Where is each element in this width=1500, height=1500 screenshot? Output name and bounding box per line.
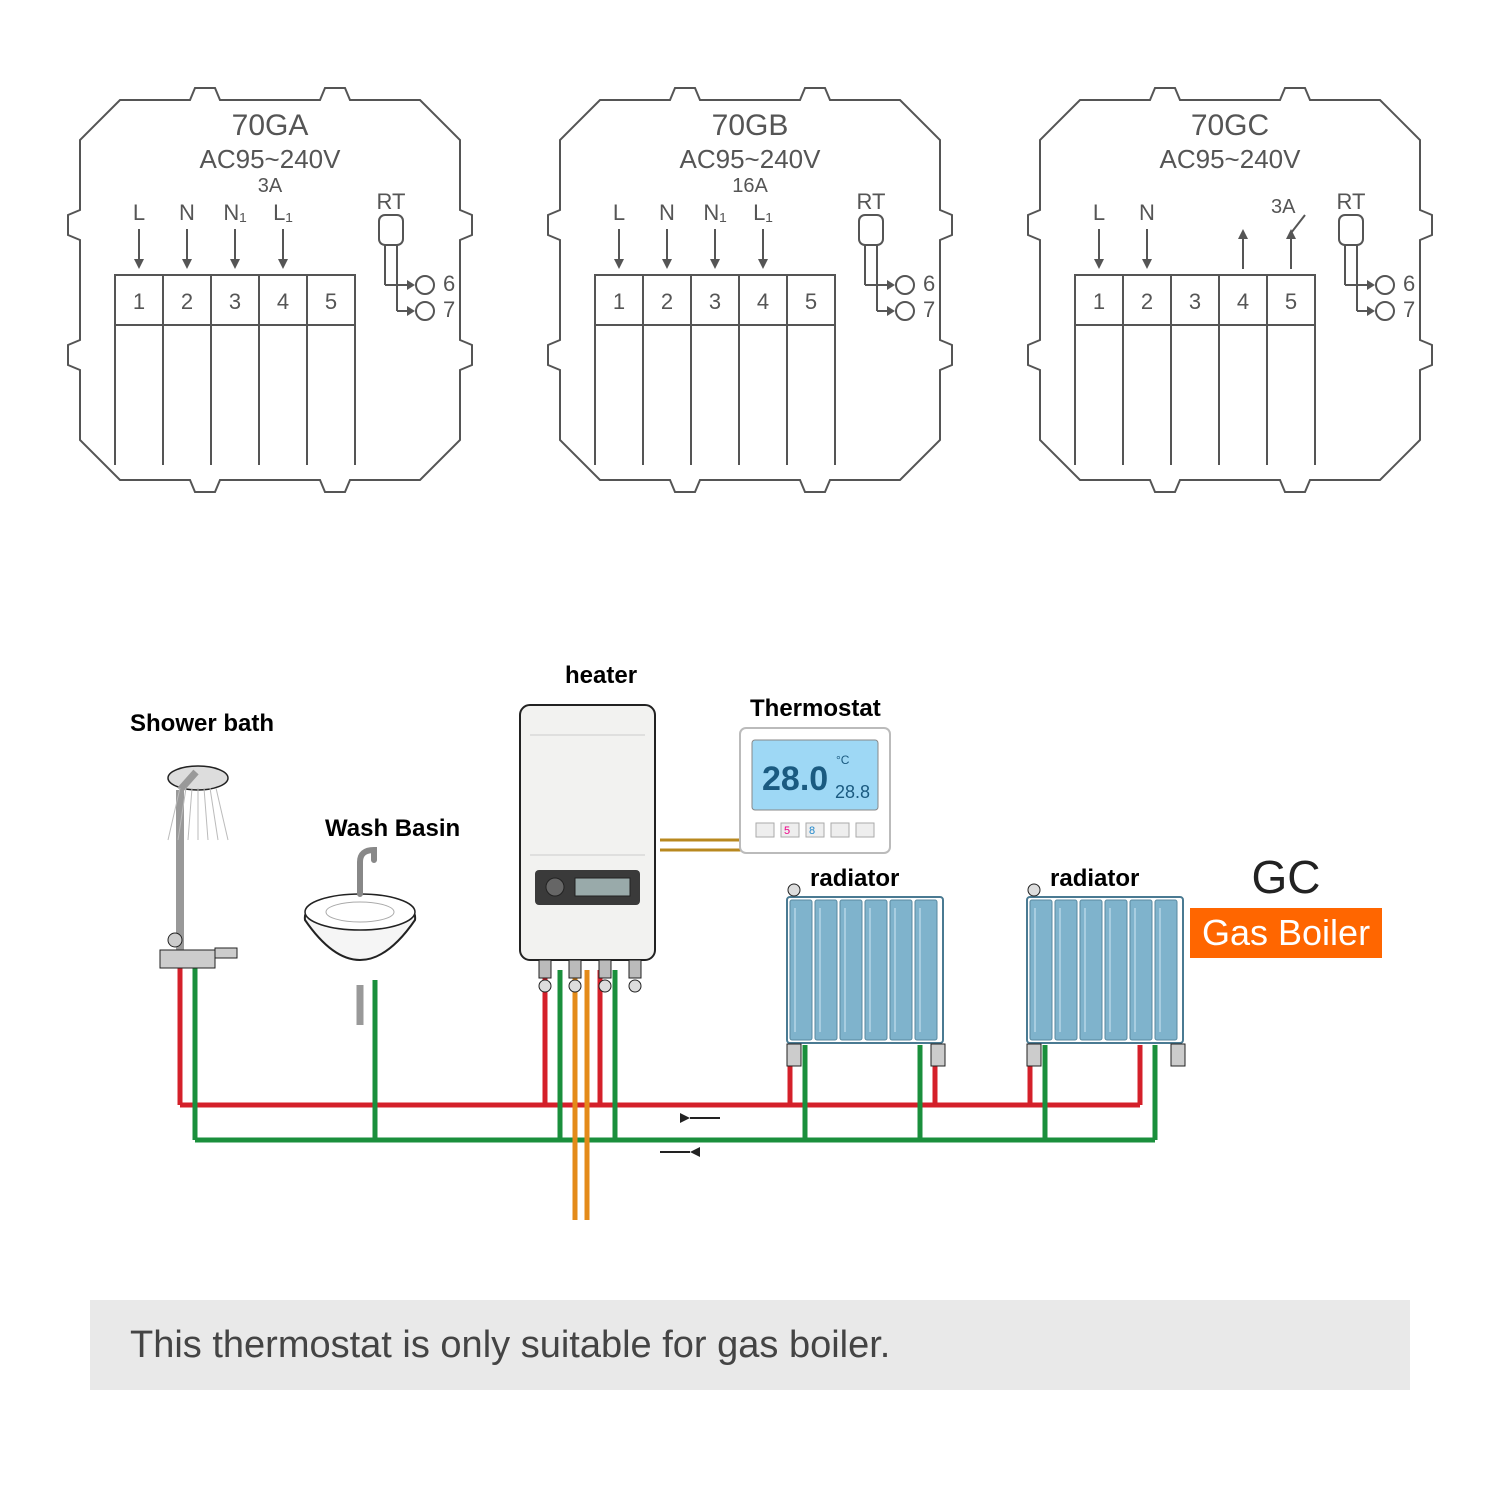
- svg-text:L₁: L₁: [273, 200, 293, 225]
- svg-text:RT: RT: [1337, 189, 1366, 214]
- svg-text:AC95~240V: AC95~240V: [680, 144, 822, 174]
- svg-text:28.8: 28.8: [835, 782, 870, 802]
- wiring-module-ga: 70GAAC95~240V3A 1 2 3 4 5 L N N₁ L₁ RT 67: [60, 80, 480, 500]
- wiring-modules-row: 70GAAC95~240V3A12345LNN₁L₁RT67 70GBAC95~…: [0, 80, 1500, 530]
- wiring-module-svg: 70GAAC95~240V3A 1 2 3 4 5 L N N₁ L₁ RT 67: [60, 80, 480, 500]
- svg-text:°C: °C: [836, 753, 850, 767]
- svg-text:5: 5: [805, 289, 817, 314]
- svg-text:2: 2: [1141, 289, 1153, 314]
- svg-text:3: 3: [709, 289, 721, 314]
- svg-text:3A: 3A: [258, 175, 283, 197]
- label-thermostat: Thermostat: [750, 695, 881, 723]
- gc-badge-label: Gas Boiler: [1190, 908, 1382, 958]
- svg-text:1: 1: [613, 289, 625, 314]
- label-basin: Wash Basin: [325, 815, 460, 843]
- svg-text:16A: 16A: [732, 175, 768, 197]
- svg-text:6: 6: [1403, 271, 1415, 296]
- svg-text:AC95~240V: AC95~240V: [200, 144, 342, 174]
- wiring-module-svg: 70GCAC95~240V 1 2 3 4 5 L N 3A RT 67: [1020, 80, 1440, 500]
- svg-text:RT: RT: [377, 189, 406, 214]
- label-shower: Shower bath: [130, 710, 274, 738]
- svg-text:L: L: [1093, 200, 1105, 225]
- svg-text:N₁: N₁: [703, 200, 726, 225]
- label-radiator-2: radiator: [1050, 865, 1139, 893]
- svg-text:2: 2: [181, 289, 193, 314]
- svg-text:N: N: [659, 200, 675, 225]
- svg-text:7: 7: [1403, 297, 1415, 322]
- svg-text:4: 4: [1237, 289, 1249, 314]
- svg-text:N: N: [179, 200, 195, 225]
- svg-text:3A: 3A: [1271, 196, 1296, 218]
- svg-text:L: L: [133, 200, 145, 225]
- system-diagram: 28.028.8°C58 Shower bath Wash Basin heat…: [90, 680, 1410, 1240]
- svg-text:8: 8: [809, 825, 815, 837]
- svg-text:AC95~240V: AC95~240V: [1160, 144, 1302, 174]
- svg-text:5: 5: [784, 825, 790, 837]
- svg-text:N: N: [1139, 200, 1155, 225]
- svg-text:RT: RT: [857, 189, 886, 214]
- wiring-module-svg: 70GBAC95~240V16A 1 2 3 4 5 L N N₁ L₁ RT 67: [540, 80, 960, 500]
- svg-text:5: 5: [1285, 289, 1297, 314]
- gc-badge: GC Gas Boiler: [1190, 850, 1382, 958]
- svg-text:5: 5: [325, 289, 337, 314]
- svg-text:4: 4: [277, 289, 289, 314]
- gc-badge-title: GC: [1190, 850, 1382, 904]
- svg-text:28.0: 28.0: [762, 760, 828, 798]
- footer-note-text: This thermostat is only suitable for gas…: [130, 1324, 890, 1367]
- svg-text:4: 4: [757, 289, 769, 314]
- label-heater: heater: [565, 662, 637, 690]
- label-radiator-1: radiator: [810, 865, 899, 893]
- svg-text:1: 1: [1093, 289, 1105, 314]
- svg-text:L₁: L₁: [753, 200, 773, 225]
- svg-text:3: 3: [1189, 289, 1201, 314]
- svg-text:3: 3: [229, 289, 241, 314]
- svg-text:70GC: 70GC: [1191, 109, 1269, 142]
- wiring-module-gb: 70GBAC95~240V16A 1 2 3 4 5 L N N₁ L₁ RT 67: [540, 80, 960, 500]
- wiring-module-gc: 70GCAC95~240V 1 2 3 4 5 L N 3A RT 67: [1020, 80, 1440, 500]
- svg-text:1: 1: [133, 289, 145, 314]
- svg-text:7: 7: [923, 297, 935, 322]
- svg-text:70GB: 70GB: [712, 109, 789, 142]
- svg-text:7: 7: [443, 297, 455, 322]
- svg-text:N₁: N₁: [223, 200, 246, 225]
- svg-text:70GA: 70GA: [232, 109, 309, 142]
- svg-text:2: 2: [661, 289, 673, 314]
- footer-note: This thermostat is only suitable for gas…: [90, 1300, 1410, 1390]
- svg-text:6: 6: [923, 271, 935, 296]
- system-diagram-svg: 28.0 28.8 °C 5 8: [90, 680, 1410, 1240]
- svg-text:6: 6: [443, 271, 455, 296]
- svg-text:L: L: [613, 200, 625, 225]
